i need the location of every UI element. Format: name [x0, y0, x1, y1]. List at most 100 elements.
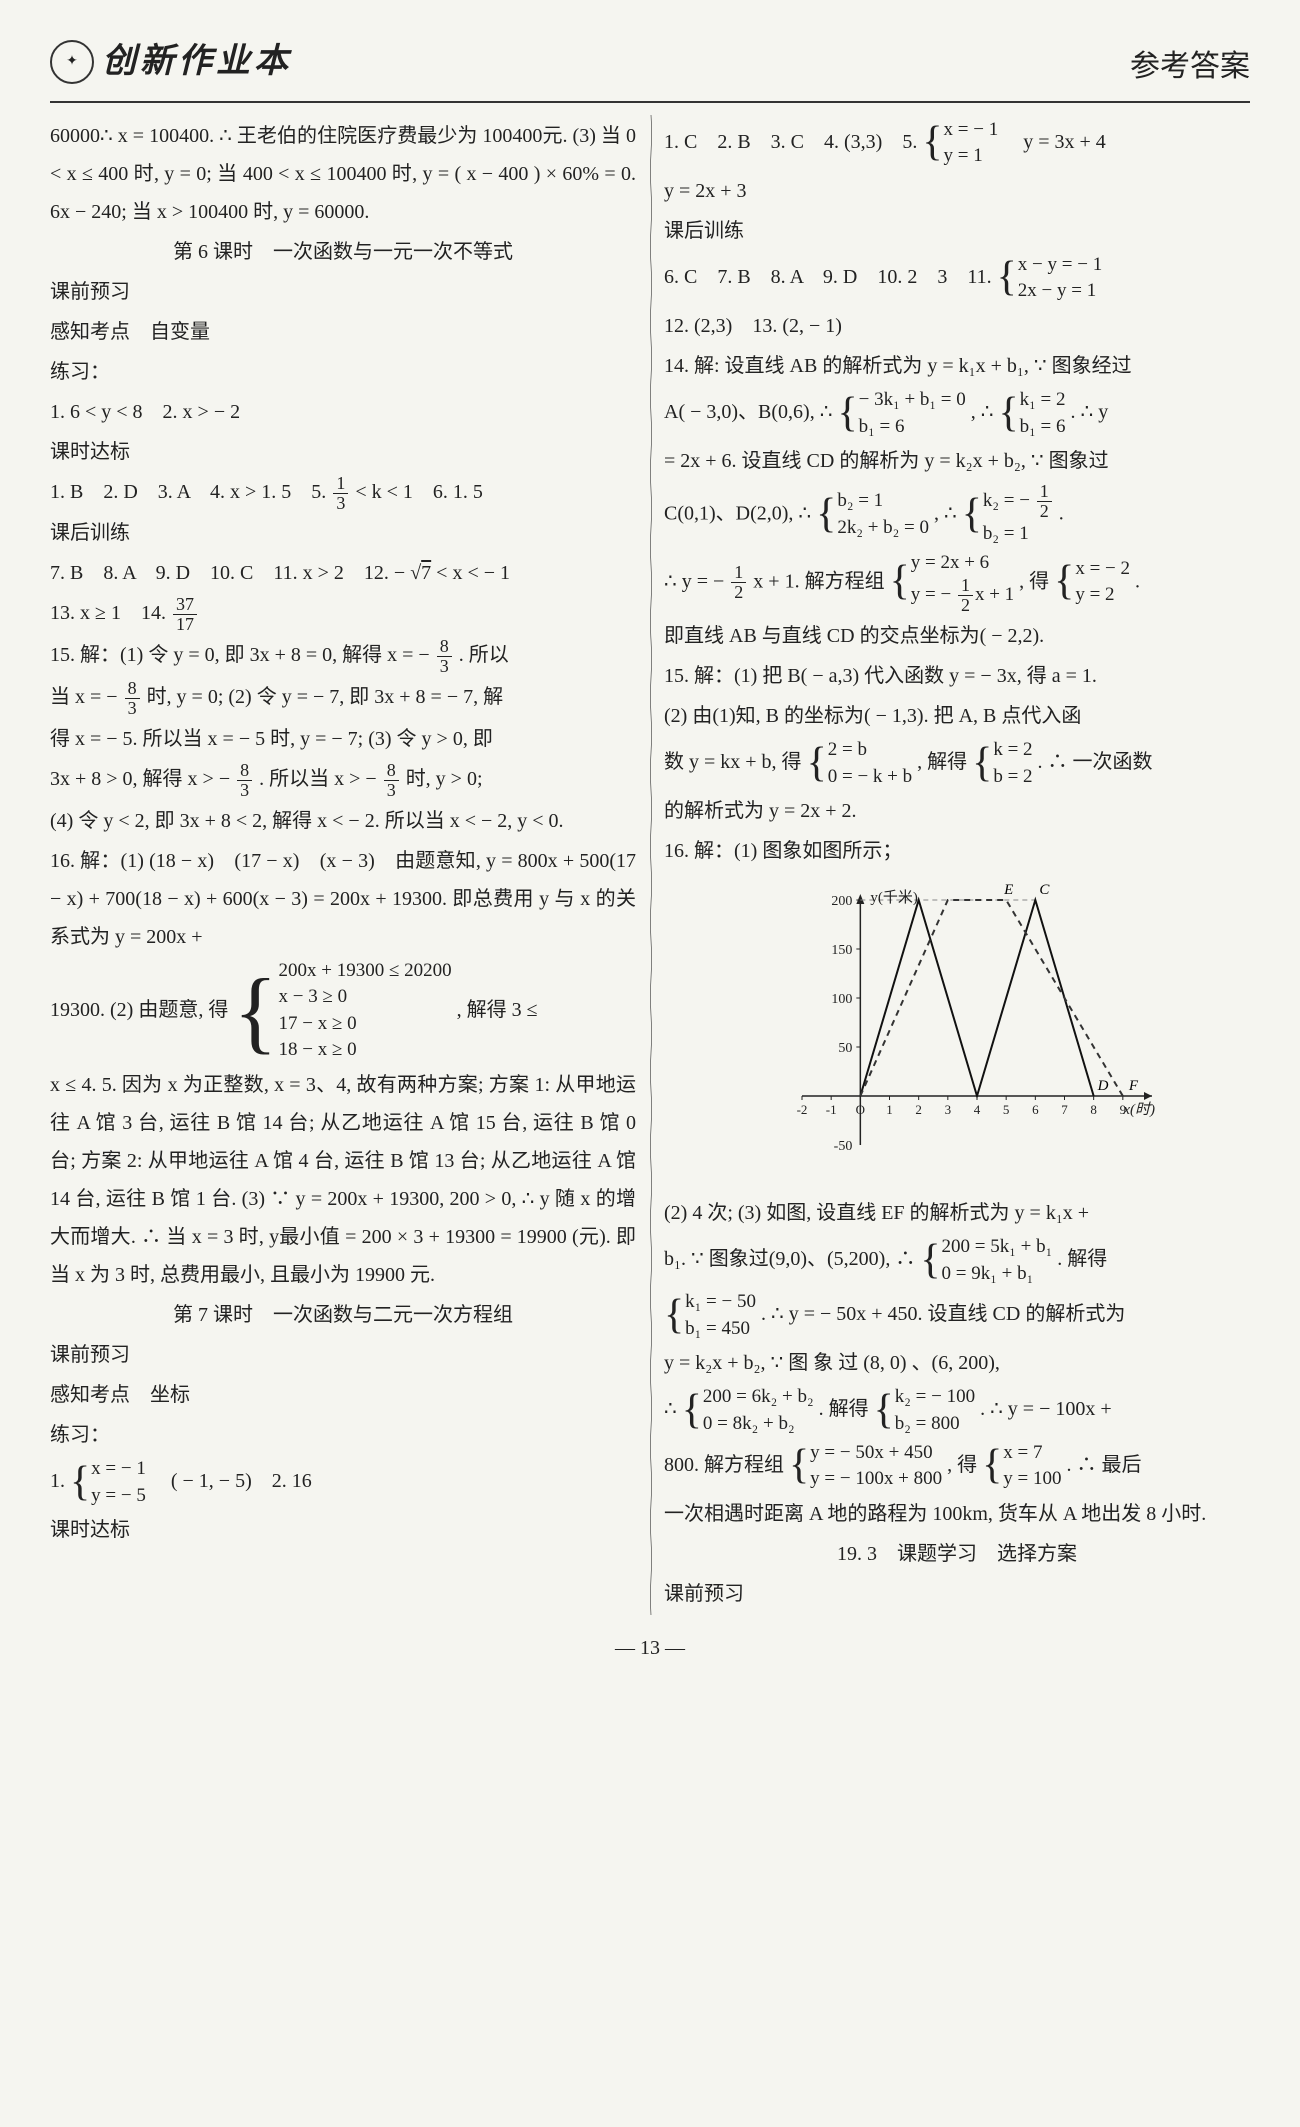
fraction: 12: [958, 576, 973, 615]
svg-text:x(时): x(时): [1122, 1101, 1155, 1118]
brace-system: { y = 2x + 6 y = − 12x + 1: [890, 550, 1015, 615]
brace-system: {k = 2b = 2: [972, 737, 1032, 790]
answer-row: 1. B 2. D 3. A 4. x > 1. 5 5. 13 < k < 1…: [50, 473, 636, 513]
text-block: C(0,1)、D(2,0), ∴ {b₂ = 12k₂ + b₂ = 0 , ∴…: [664, 482, 1250, 547]
brace-system: {200 = 5k₁ + b₁0 = 9k₁ + b₁: [920, 1234, 1052, 1287]
answer-row: 1. { x = − 1y = − 5 ( − 1, − 5) 2. 16: [50, 1456, 636, 1509]
text-block: 一次相遇时距离 A 地的路程为 100km, 货车从 A 地出发 8 小时.: [664, 1495, 1250, 1533]
text-block: 得 x = − 5. 所以当 x = − 5 时, y = − 7; (3) 令…: [50, 720, 636, 758]
logo-icon: ✦: [50, 40, 94, 84]
text-line: 感知考点 坐标: [50, 1376, 636, 1414]
fraction: 83: [384, 761, 399, 800]
svg-text:2: 2: [915, 1102, 922, 1117]
text-block: 即直线 AB 与直线 CD 的交点坐标为( − 2,2).: [664, 617, 1250, 655]
svg-text:4: 4: [974, 1102, 981, 1117]
svg-text:100: 100: [831, 992, 852, 1007]
book-title: 创新作业本: [102, 30, 292, 95]
text-block: b₁. ∵ 图象过(9,0)、(5,200), ∴ {200 = 5k₁ + b…: [664, 1234, 1250, 1287]
section-heading: 课前预习: [664, 1575, 1250, 1613]
section-heading: 课时达标: [50, 433, 636, 471]
svg-text:E: E: [1003, 882, 1013, 898]
brace-system: {x = − 2y = 2: [1054, 556, 1130, 609]
answer-row: 12. (2,3) 13. (2, − 1): [664, 307, 1250, 345]
text-block: x ≤ 4. 5. 因为 x 为正整数, x = 3、4, 故有两种方案; 方案…: [50, 1066, 636, 1294]
section-heading: 课后训练: [50, 514, 636, 552]
section-heading: 课时达标: [50, 1511, 636, 1549]
answer-row: 1. 6 < y < 8 2. x > − 2: [50, 393, 636, 431]
text-block: 14. 解: 设直线 AB 的解析式为 y = k₁x + b₁, ∵ 图象经过: [664, 347, 1250, 385]
brace-system: {x = 7y = 100: [982, 1440, 1061, 1493]
svg-text:F: F: [1128, 1078, 1139, 1094]
text-block: 数 y = kx + b, 得 {2 = b0 = − k + b , 解得 {…: [664, 737, 1250, 790]
page-number: — 13 —: [50, 1629, 1250, 1667]
line-chart: 20015010050-50-2-1O123456789y(千米)x(时)ECD…: [747, 880, 1167, 1180]
text-block: (2) 由(1)知, B 的坐标为( − 1,3). 把 A, B 点代入函: [664, 697, 1250, 735]
svg-text:7: 7: [1061, 1102, 1068, 1117]
svg-text:150: 150: [831, 943, 852, 958]
fraction: 83: [237, 761, 252, 800]
column-divider: [650, 115, 652, 1615]
text-block: A( − 3,0)、B(0,6), ∴ {− 3k₁ + b₁ = 0b₁ = …: [664, 387, 1250, 440]
svg-text:1: 1: [886, 1102, 893, 1117]
section-heading: 课前预习: [50, 1336, 636, 1374]
fraction: 12: [731, 563, 746, 602]
answer-row: 6. C 7. B 8. A 9. D 10. 2 3 11. { x − y …: [664, 252, 1250, 305]
text-block: 15. 解：(1) 令 y = 0, 即 3x + 8 = 0, 解得 x = …: [50, 636, 636, 676]
svg-text:3: 3: [945, 1102, 952, 1117]
text-block: (4) 令 y < 2, 即 3x + 8 < 2, 解得 x < − 2. 所…: [50, 802, 636, 840]
text-block: 的解析式为 y = 2x + 2.: [664, 792, 1250, 830]
brace-system: { k₂ = − 12 b₂ = 1: [962, 482, 1054, 547]
text-block: 19300. (2) 由题意, 得 { 200x + 19300 ≤ 20200…: [50, 958, 636, 1064]
fraction: 83: [437, 637, 452, 676]
fraction: 83: [125, 679, 140, 718]
svg-text:y(千米): y(千米): [870, 889, 918, 906]
svg-text:6: 6: [1032, 1102, 1039, 1117]
svg-text:-1: -1: [826, 1102, 837, 1117]
fraction: 13: [333, 474, 348, 513]
text-block: 15. 解：(1) 把 B( − a,3) 代入函数 y = − 3x, 得 a…: [664, 657, 1250, 695]
answer-title: 参考答案: [1130, 38, 1250, 95]
text-block: = 2x + 6. 设直线 CD 的解析为 y = k₂x + b₂, ∵ 图象…: [664, 442, 1250, 480]
text-block: 16. 解：(1) 图象如图所示；: [664, 832, 1250, 870]
brace-system: {200 = 6k₂ + b₂0 = 8k₂ + b₂: [682, 1384, 814, 1437]
brace-system: { x − y = − 12x − y = 1: [997, 252, 1103, 305]
section-heading: 课后训练: [664, 212, 1250, 250]
text-block: 800. 解方程组 {y = − 50x + 450y = − 100x + 8…: [664, 1440, 1250, 1493]
svg-text:8: 8: [1090, 1102, 1097, 1117]
svg-text:200: 200: [831, 894, 852, 909]
text-block: (2) 4 次; (3) 如图, 设直线 EF 的解析式为 y = k₁x +: [664, 1194, 1250, 1232]
svg-text:5: 5: [1003, 1102, 1010, 1117]
answer-row: 7. B 8. A 9. D 10. C 11. x > 2 12. − √7 …: [50, 554, 636, 592]
svg-text:D: D: [1097, 1078, 1109, 1094]
brace-system: { x = − 1y = − 5: [70, 1456, 146, 1509]
text-block: ∴ y = − 12 x + 1. 解方程组 { y = 2x + 6 y = …: [664, 550, 1250, 615]
brace-system: {y = − 50x + 450y = − 100x + 800: [789, 1440, 942, 1493]
brace-system: {2 = b0 = − k + b: [807, 737, 913, 790]
svg-text:-2: -2: [797, 1102, 808, 1117]
section-heading: 练习：: [50, 1416, 636, 1454]
svg-text:O: O: [856, 1102, 865, 1117]
svg-text:50: 50: [838, 1041, 852, 1056]
text-block: 60000∴ x = 100400. ∴ 王老伯的住院医疗费最少为 100400…: [50, 117, 636, 231]
answer-row: 1. C 2. B 3. C 4. (3,3) 5. { x = − 1y = …: [664, 117, 1250, 170]
text-block: {k₁ = − 50b₁ = 450 . ∴ y = − 50x + 450. …: [664, 1289, 1250, 1342]
brace-system: {− 3k₁ + b₁ = 0b₁ = 6: [837, 387, 965, 440]
text-line: 感知考点 自变量: [50, 313, 636, 351]
fraction: 12: [1037, 482, 1052, 521]
answer-row: 13. x ≥ 1 14. 3717: [50, 594, 636, 634]
text-line: y = 2x + 3: [664, 172, 1250, 210]
text-block: 16. 解：(1) (18 − x) (17 − x) (x − 3) 由题意知…: [50, 842, 636, 956]
text-block: 当 x = − 83 时, y = 0; (2) 令 y = − 7, 即 3x…: [50, 678, 636, 718]
section-heading: 练习：: [50, 353, 636, 391]
text-block: ∴ {200 = 6k₂ + b₂0 = 8k₂ + b₂ . 解得 {k₂ =…: [664, 1384, 1250, 1437]
brace-system: {k₁ = − 50b₁ = 450: [664, 1289, 756, 1342]
section-heading: 课前预习: [50, 273, 636, 311]
brace-system: { x = − 1y = 1: [922, 117, 998, 170]
brace-system: {k₂ = − 100b₂ = 800: [874, 1384, 975, 1437]
svg-text:-50: -50: [834, 1139, 853, 1154]
brace-system: {b₂ = 12k₂ + b₂ = 0: [816, 488, 929, 541]
brace-system: { 200x + 19300 ≤ 20200 x − 3 ≥ 0 17 − x …: [233, 958, 451, 1064]
lesson-7-title: 第 7 课时 一次函数与二元一次方程组: [50, 1296, 636, 1334]
fraction: 3717: [173, 595, 197, 634]
text-block: 3x + 8 > 0, 解得 x > − 83 . 所以当 x > − 83 时…: [50, 760, 636, 800]
